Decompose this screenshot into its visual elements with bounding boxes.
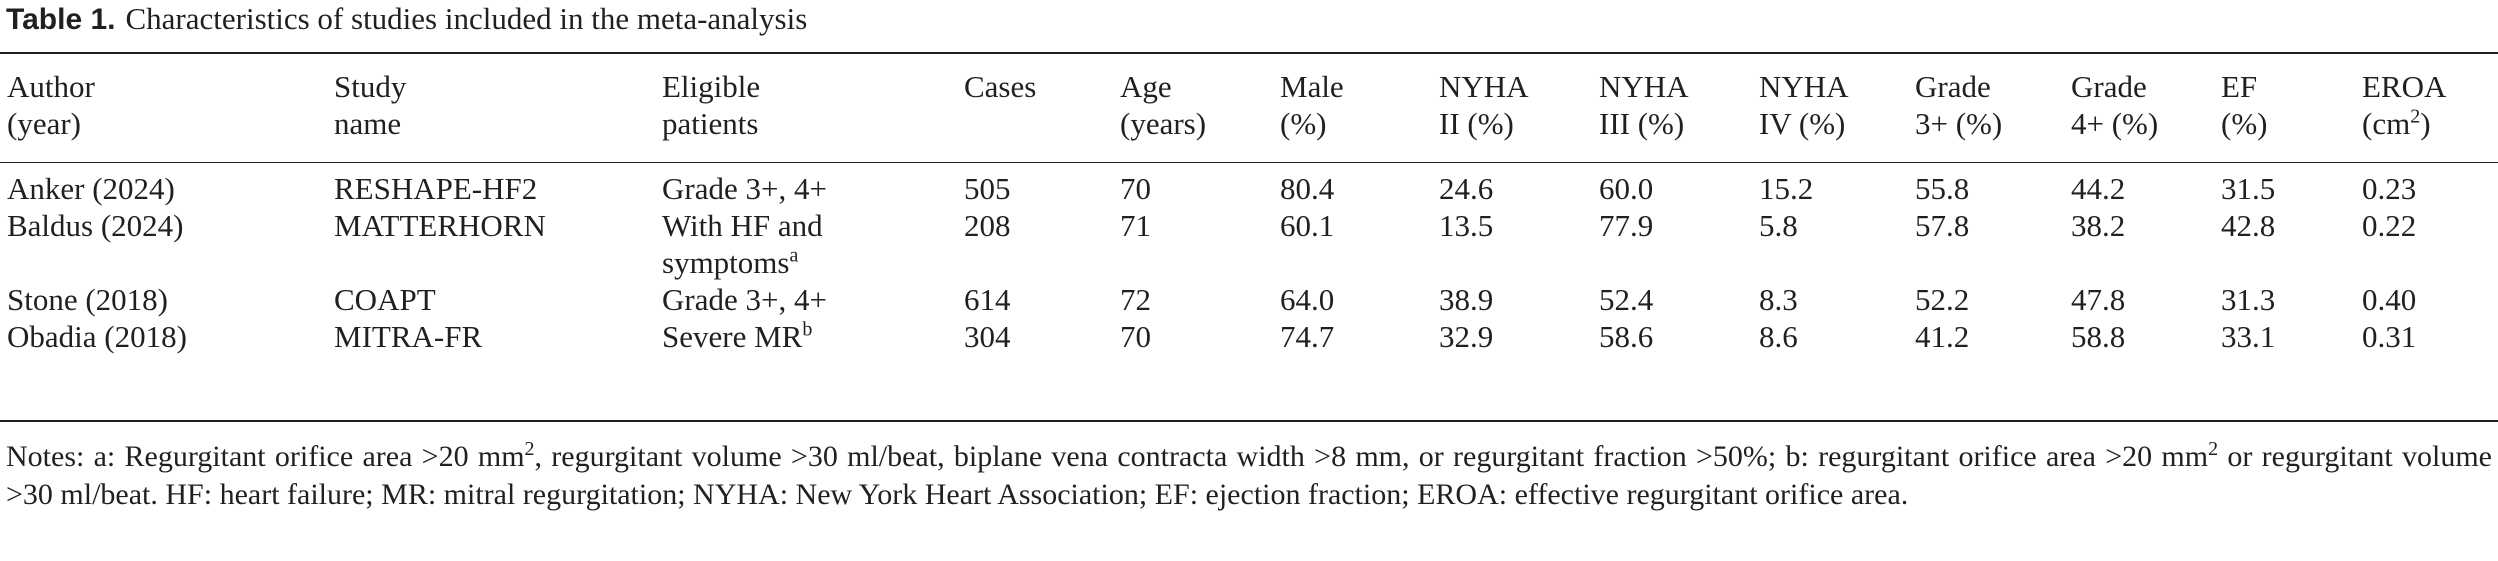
cell-nyha-iii: 77.9 xyxy=(1599,208,1654,243)
cell-nyha-ii: 13.5 xyxy=(1439,208,1494,243)
table-row: Baldus (2024) MATTERHORN With HF and sym… xyxy=(0,207,2498,281)
cell-nyha-iii: 52.4 xyxy=(1599,282,1654,317)
cell-eroa: 0.23 xyxy=(2362,171,2417,206)
col-header-grade-3: Grade 3+ (%) xyxy=(1915,69,2003,141)
cell-age: 70 xyxy=(1120,171,1151,206)
cell-nyha-iv: 15.2 xyxy=(1759,171,1814,206)
cell-grade-3: 55.8 xyxy=(1915,171,1970,206)
cell-male: 60.1 xyxy=(1280,208,1335,243)
table-notes: Notes: a: Regurgitant orifice area >20 m… xyxy=(6,438,2492,511)
cell-author: Anker (2024) xyxy=(7,171,175,206)
cell-cases: 208 xyxy=(964,208,1011,243)
cell-author: Obadia (2018) xyxy=(7,319,187,354)
col-header-cases: Cases xyxy=(964,69,1037,104)
cell-eligible: With HF and symptomsa xyxy=(662,208,823,280)
col-header-age: Age (years) xyxy=(1120,69,1207,141)
col-header-study: Study name xyxy=(334,69,407,141)
cell-grade-4: 44.2 xyxy=(2071,171,2126,206)
bottom-rule xyxy=(0,420,2498,422)
cell-ef: 33.1 xyxy=(2221,319,2276,354)
cell-age: 70 xyxy=(1120,319,1151,354)
col-header-nyha-ii: NYHA II (%) xyxy=(1439,69,1529,141)
cell-cases: 304 xyxy=(964,319,1011,354)
col-header-author: Author (year) xyxy=(7,69,95,141)
cell-nyha-iii: 60.0 xyxy=(1599,171,1654,206)
cell-study: MATTERHORN xyxy=(334,208,546,243)
cell-age: 71 xyxy=(1120,208,1151,243)
cell-nyha-iii: 58.6 xyxy=(1599,319,1654,354)
col-header-grade-4: Grade 4+ (%) xyxy=(2071,69,2159,141)
col-header-male: Male (%) xyxy=(1280,69,1344,141)
cell-study: RESHAPE-HF2 xyxy=(334,171,538,206)
characteristics-table: Author (year) Study name Eligible patients … xyxy=(0,56,2498,367)
cell-nyha-iv: 8.3 xyxy=(1759,282,1798,317)
top-rule xyxy=(0,52,2498,54)
cell-eligible: Grade 3+, 4+ xyxy=(662,171,827,206)
cell-grade-3: 52.2 xyxy=(1915,282,1970,317)
col-header-nyha-iii: NYHA III (%) xyxy=(1599,69,1689,141)
table-title: Characteristics of studies included in t… xyxy=(125,1,808,36)
table-row: Obadia (2018) MITRA-FR Severe MRb 304 70… xyxy=(0,318,2498,367)
table-caption: Table 1. Characteristics of studies inclu… xyxy=(6,0,807,38)
cell-nyha-iv: 8.6 xyxy=(1759,319,1798,354)
header-rule xyxy=(0,162,2498,163)
cell-author: Baldus (2024) xyxy=(7,208,184,243)
cell-male: 64.0 xyxy=(1280,282,1335,317)
cell-ef: 42.8 xyxy=(2221,208,2276,243)
cell-nyha-iv: 5.8 xyxy=(1759,208,1798,243)
col-header-nyha-iv: NYHA IV (%) xyxy=(1759,69,1849,141)
cell-eroa: 0.22 xyxy=(2362,208,2417,243)
cell-nyha-ii: 32.9 xyxy=(1439,319,1494,354)
cell-nyha-ii: 38.9 xyxy=(1439,282,1494,317)
cell-study: MITRA-FR xyxy=(334,319,483,354)
header-row: Author (year) Study name Eligible patients … xyxy=(0,56,2498,154)
col-header-eroa: EROA (cm2) xyxy=(2362,69,2447,141)
table-row: Stone (2018) COAPT Grade 3+, 4+ 614 72 6… xyxy=(0,281,2498,318)
cell-grade-4: 38.2 xyxy=(2071,208,2126,243)
cell-age: 72 xyxy=(1120,282,1151,317)
cell-grade-4: 47.8 xyxy=(2071,282,2126,317)
cell-ef: 31.3 xyxy=(2221,282,2276,317)
table-label: Table 1. xyxy=(6,3,116,36)
cell-male: 74.7 xyxy=(1280,319,1335,354)
cell-author: Stone (2018) xyxy=(7,282,169,317)
cell-nyha-ii: 24.6 xyxy=(1439,171,1494,206)
cell-male: 80.4 xyxy=(1280,171,1335,206)
cell-study: COAPT xyxy=(334,282,436,317)
table-row: Anker (2024) RESHAPE-HF2 Grade 3+, 4+ 50… xyxy=(0,154,2498,207)
cell-ef: 31.5 xyxy=(2221,171,2276,206)
cell-cases: 614 xyxy=(964,282,1011,317)
cell-eroa: 0.40 xyxy=(2362,282,2417,317)
cell-grade-4: 58.8 xyxy=(2071,319,2126,354)
cell-eroa: 0.31 xyxy=(2362,319,2417,354)
cell-cases: 505 xyxy=(964,171,1011,206)
col-header-eligible: Eligible patients xyxy=(662,69,761,141)
cell-grade-3: 41.2 xyxy=(1915,319,1970,354)
cell-eligible: Severe MRb xyxy=(662,318,813,354)
col-header-ef: EF (%) xyxy=(2221,69,2268,141)
cell-eligible: Grade 3+, 4+ xyxy=(662,282,827,317)
cell-grade-3: 57.8 xyxy=(1915,208,1970,243)
